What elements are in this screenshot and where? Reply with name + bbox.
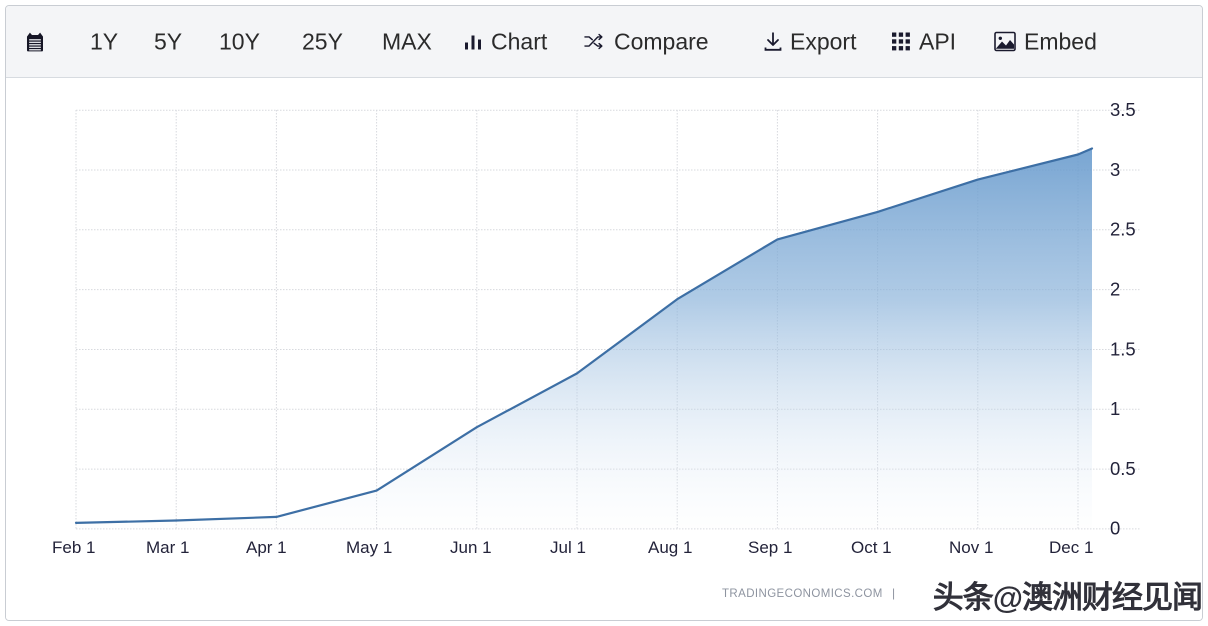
svg-text:3: 3 bbox=[1110, 159, 1120, 180]
svg-text:Jun 1: Jun 1 bbox=[450, 538, 492, 557]
svg-text:May 1: May 1 bbox=[346, 538, 392, 557]
svg-text:|: | bbox=[892, 586, 895, 600]
svg-text:Oct 1: Oct 1 bbox=[851, 538, 892, 557]
svg-text:2.5: 2.5 bbox=[1110, 219, 1136, 240]
svg-text:0.5: 0.5 bbox=[1110, 458, 1136, 479]
svg-text:Dec 1: Dec 1 bbox=[1049, 538, 1093, 557]
svg-text:Feb 1: Feb 1 bbox=[52, 538, 95, 557]
svg-text:Mar 1: Mar 1 bbox=[146, 538, 189, 557]
svg-text:3.5: 3.5 bbox=[1110, 99, 1136, 120]
svg-text:TRADINGECONOMICS.COM: TRADINGECONOMICS.COM bbox=[722, 588, 883, 600]
svg-text:0: 0 bbox=[1110, 518, 1120, 539]
svg-text:2: 2 bbox=[1110, 278, 1120, 299]
svg-text:Jul 1: Jul 1 bbox=[550, 538, 586, 557]
svg-text:1.5: 1.5 bbox=[1110, 338, 1136, 359]
svg-text:Nov 1: Nov 1 bbox=[949, 538, 993, 557]
svg-text:Aug 1: Aug 1 bbox=[648, 538, 692, 557]
svg-text:Sep 1: Sep 1 bbox=[748, 538, 792, 557]
svg-text:Apr 1: Apr 1 bbox=[246, 538, 287, 557]
svg-text:1: 1 bbox=[1110, 398, 1120, 419]
